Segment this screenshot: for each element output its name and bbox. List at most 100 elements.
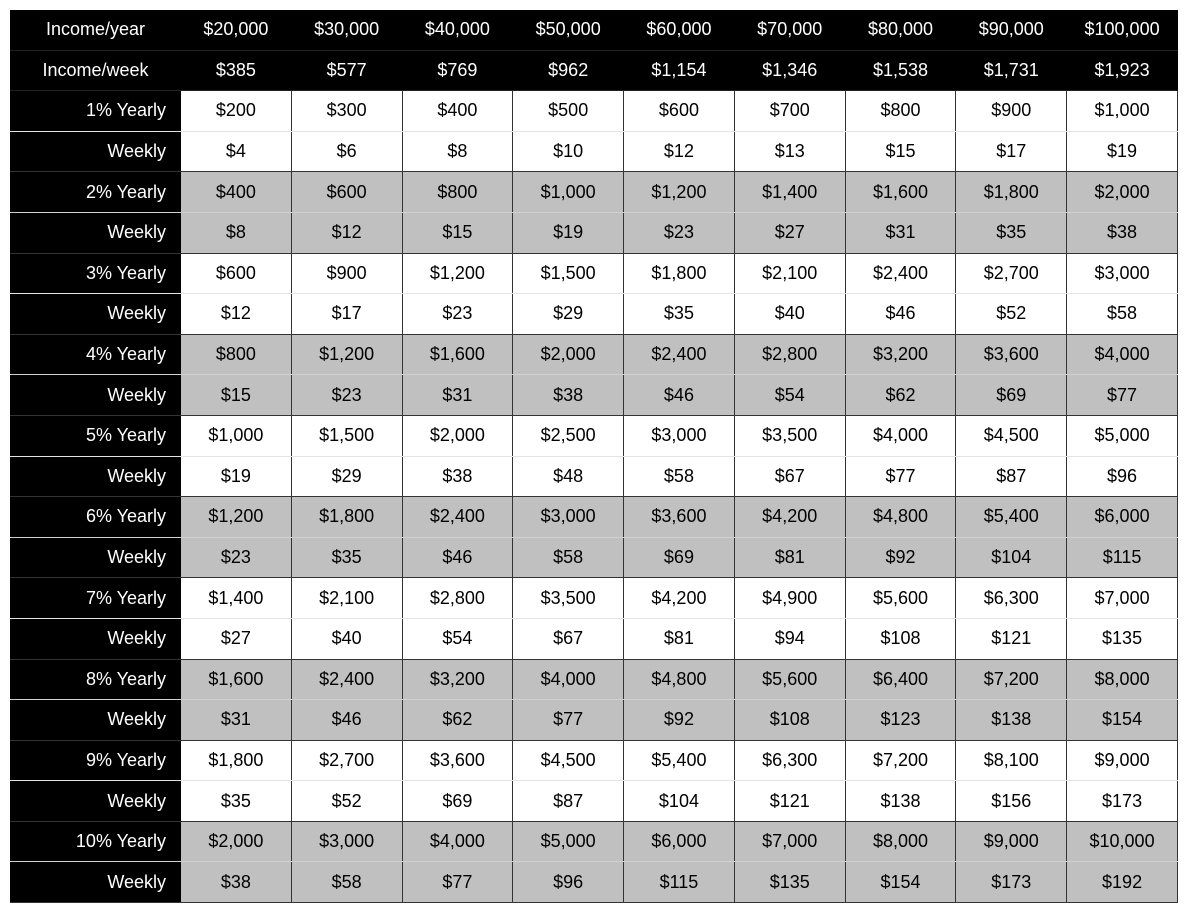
- table-cell: $4,000: [401, 820, 514, 863]
- table-cell: $138: [955, 699, 1068, 741]
- table-cell: $3,200: [844, 333, 957, 376]
- table-cell: $35: [180, 780, 292, 822]
- table-cell: $2,800: [401, 577, 514, 619]
- table-cell: $35: [955, 212, 1068, 254]
- table-row-weekly: Weekly $12 $17 $23 $29 $35 $40 $46 $52 $58: [10, 293, 1178, 335]
- table-cell: $2,000: [512, 333, 625, 376]
- row-label: 6% Yearly: [10, 496, 181, 538]
- table-cell: $1,800: [180, 739, 292, 782]
- table-cell: $87: [955, 456, 1068, 498]
- table-cell: $29: [512, 293, 625, 335]
- table-cell: $96: [512, 861, 625, 904]
- table-cell: $10: [512, 131, 625, 173]
- table-cell: $1,200: [290, 333, 403, 376]
- table-cell: $115: [623, 861, 735, 904]
- table-cell: $2,400: [401, 496, 514, 538]
- table-cell: $46: [623, 374, 735, 416]
- table-cell: $3,500: [733, 414, 846, 457]
- table-cell: $67: [512, 618, 625, 660]
- row-label: Weekly: [10, 131, 181, 173]
- table-cell: $35: [290, 537, 403, 579]
- table-cell: $2,800: [733, 333, 846, 376]
- table-cell: $29: [290, 456, 403, 498]
- table-cell: $58: [512, 537, 625, 579]
- table-cell: $2,400: [623, 333, 735, 376]
- table-cell: $92: [844, 537, 957, 579]
- table-cell: $8,000: [1066, 658, 1178, 701]
- table-cell: $1,731: [955, 50, 1068, 92]
- table-cell: $80,000: [844, 10, 957, 51]
- table-cell: $3,600: [955, 333, 1068, 376]
- table-cell: $4,900: [733, 577, 846, 619]
- table-cell: $2,100: [733, 252, 846, 295]
- table-cell: $4,800: [623, 658, 735, 701]
- table-cell: $27: [180, 618, 292, 660]
- table-cell: $40: [733, 293, 846, 335]
- table-cell: $138: [844, 780, 957, 822]
- table-cell: $154: [844, 861, 957, 904]
- table-cell: $156: [955, 780, 1068, 822]
- table-cell: $700: [733, 90, 846, 132]
- table-cell: $800: [844, 90, 957, 132]
- table-cell: $40,000: [401, 10, 514, 51]
- table-cell: $2,000: [180, 820, 292, 863]
- table-cell: $38: [401, 456, 514, 498]
- table-row-weekly: Weekly $4 $6 $8 $10 $12 $13 $15 $17 $19: [10, 131, 1178, 173]
- table-cell: $58: [290, 861, 403, 904]
- table-row-yearly: 1% Yearly $200 $300 $400 $500 $600 $700 $800 $90…: [10, 90, 1178, 132]
- table-cell: $1,000: [180, 414, 292, 457]
- savings-table: Income/year $20,000 $30,000 $40,000 $50,000 $…: [10, 10, 1178, 904]
- table-cell: $1,800: [955, 171, 1068, 213]
- table-cell: $300: [290, 90, 403, 132]
- table-cell: $87: [512, 780, 625, 822]
- table-row-weekly: Weekly $19 $29 $38 $48 $58 $67 $77 $87 $96: [10, 456, 1178, 498]
- row-label: 8% Yearly: [10, 658, 181, 701]
- table-cell: $3,000: [1066, 252, 1178, 295]
- table-cell: $1,000: [1066, 90, 1178, 132]
- table-cell: $2,500: [512, 414, 625, 457]
- table-cell: $4,200: [733, 496, 846, 538]
- table-cell: $46: [290, 699, 403, 741]
- table-cell: $600: [623, 90, 735, 132]
- table-cell: $800: [180, 333, 292, 376]
- row-label: 1% Yearly: [10, 90, 181, 132]
- table-cell: $1,538: [844, 50, 957, 92]
- table-cell: $173: [1066, 780, 1178, 822]
- row-label: Income/week: [10, 50, 181, 92]
- table-cell: $1,200: [623, 171, 735, 213]
- table-row-weekly: Weekly $8 $12 $15 $19 $23 $27 $31 $35 $38: [10, 212, 1178, 254]
- table-cell: $8: [180, 212, 292, 254]
- table-row-weekly: Weekly $31 $46 $62 $77 $92 $108 $123 $138 $154: [10, 699, 1178, 741]
- table-cell: $962: [512, 50, 625, 92]
- table-cell: $3,600: [623, 496, 735, 538]
- table-cell: $800: [401, 171, 514, 213]
- row-label: 7% Yearly: [10, 577, 181, 619]
- table-cell: $154: [1066, 699, 1178, 741]
- row-label: Weekly: [10, 212, 181, 254]
- table-cell: $69: [623, 537, 735, 579]
- table-cell: $1,600: [401, 333, 514, 376]
- table-cell: $1,200: [401, 252, 514, 295]
- table-cell: $96: [1066, 456, 1178, 498]
- table-cell: $50,000: [512, 10, 625, 51]
- table-row-weekly: Weekly $35 $52 $69 $87 $104 $121 $138 $156 $173: [10, 780, 1178, 822]
- header-row-income-year: Income/year $20,000 $30,000 $40,000 $50,000 $…: [10, 10, 1178, 51]
- table-row-weekly: Weekly $15 $23 $31 $38 $46 $54 $62 $69 $77: [10, 374, 1178, 416]
- table-cell: $52: [955, 293, 1068, 335]
- table-cell: $385: [180, 50, 292, 92]
- table-cell: $1,800: [623, 252, 735, 295]
- table-cell: $6,000: [623, 820, 735, 863]
- table-cell: $67: [733, 456, 846, 498]
- table-cell: $38: [1066, 212, 1178, 254]
- table-cell: $3,000: [290, 820, 403, 863]
- table-cell: $100,000: [1066, 10, 1178, 51]
- table-cell: $121: [955, 618, 1068, 660]
- table-cell: $62: [401, 699, 514, 741]
- table-cell: $12: [180, 293, 292, 335]
- table-cell: $46: [401, 537, 514, 579]
- table-cell: $23: [290, 374, 403, 416]
- table-row-yearly: 2% Yearly $400 $600 $800 $1,000 $1,200 $1,400 $…: [10, 171, 1178, 213]
- table-cell: $3,000: [623, 414, 735, 457]
- table-cell: $7,000: [1066, 577, 1178, 619]
- table-cell: $115: [1066, 537, 1178, 579]
